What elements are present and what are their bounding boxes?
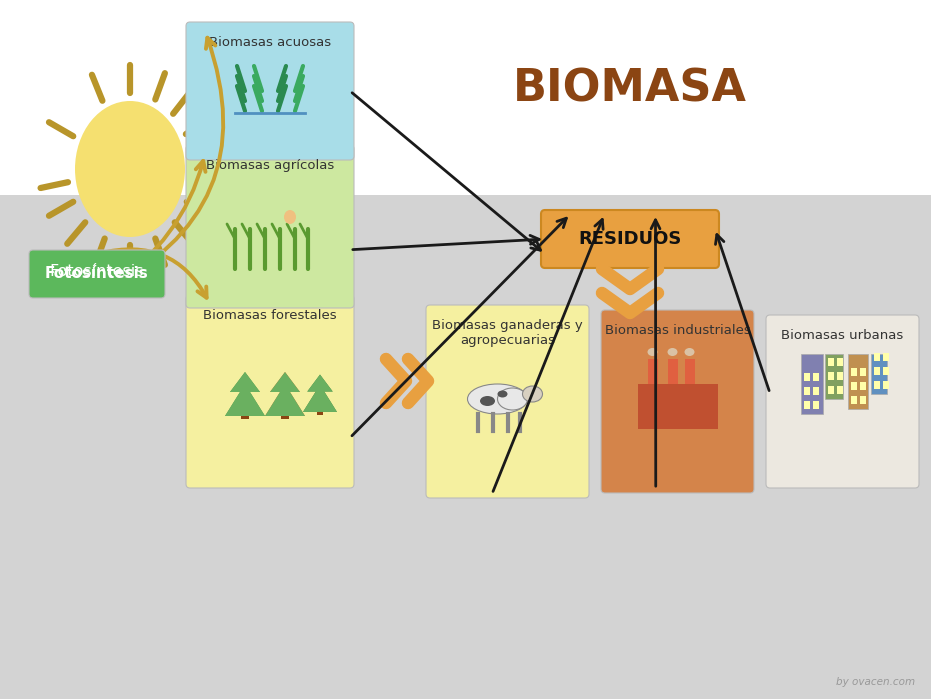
Ellipse shape (647, 348, 657, 356)
Bar (825, 354, 843, 399)
Polygon shape (230, 372, 260, 392)
Bar (873, 367, 880, 375)
Polygon shape (270, 372, 300, 392)
Ellipse shape (497, 391, 507, 398)
Bar (0, 195, 931, 699)
Bar (828, 386, 833, 394)
Bar (836, 372, 843, 380)
Polygon shape (303, 384, 337, 412)
Bar (859, 382, 866, 390)
Bar (803, 401, 809, 409)
Text: Biomasas forestales: Biomasas forestales (203, 309, 337, 322)
Text: Fotosíntesis: Fotosíntesis (49, 264, 144, 279)
FancyBboxPatch shape (541, 210, 719, 268)
Ellipse shape (480, 396, 495, 406)
Text: by ovacen.com: by ovacen.com (836, 677, 915, 687)
Polygon shape (303, 384, 337, 412)
Bar (813, 387, 818, 395)
Bar (684, 359, 695, 384)
Bar (828, 372, 833, 380)
Ellipse shape (522, 386, 543, 402)
Bar (281, 391, 289, 419)
Bar (241, 391, 249, 419)
Text: BIOMASA: BIOMASA (513, 68, 747, 110)
Text: Biomasas agrícolas: Biomasas agrícolas (206, 159, 334, 172)
Bar (870, 354, 886, 394)
Ellipse shape (497, 388, 528, 410)
FancyBboxPatch shape (601, 310, 754, 493)
Bar (668, 359, 678, 384)
Bar (883, 381, 888, 389)
Text: RESIDUOS: RESIDUOS (578, 230, 681, 248)
Ellipse shape (467, 384, 528, 414)
Bar (859, 368, 866, 376)
Bar (803, 387, 809, 395)
Text: Biomasas ganaderas y
agropecuarias: Biomasas ganaderas y agropecuarias (432, 319, 583, 347)
Polygon shape (225, 384, 265, 416)
FancyBboxPatch shape (186, 22, 354, 160)
Ellipse shape (684, 348, 695, 356)
Bar (836, 358, 843, 366)
Bar (851, 382, 857, 390)
Bar (813, 373, 818, 381)
Bar (873, 353, 880, 361)
Bar (813, 401, 818, 409)
Bar (836, 386, 843, 394)
FancyBboxPatch shape (186, 295, 354, 488)
Bar (828, 358, 833, 366)
Polygon shape (270, 372, 300, 392)
Bar (647, 359, 657, 384)
Bar (638, 384, 718, 429)
Bar (859, 396, 866, 404)
Bar (883, 367, 888, 375)
Ellipse shape (284, 210, 296, 224)
Polygon shape (225, 384, 265, 416)
Bar (317, 391, 323, 415)
Bar (873, 381, 880, 389)
Text: Biomasas urbanas: Biomasas urbanas (781, 329, 904, 342)
FancyBboxPatch shape (426, 305, 589, 498)
Bar (847, 354, 868, 409)
Ellipse shape (668, 348, 678, 356)
Polygon shape (265, 384, 305, 416)
Bar (851, 368, 857, 376)
Bar (883, 353, 888, 361)
Polygon shape (265, 384, 305, 416)
FancyBboxPatch shape (766, 315, 919, 488)
Bar (803, 373, 809, 381)
Text: Biomasas acuosas: Biomasas acuosas (209, 36, 331, 49)
Polygon shape (307, 375, 332, 391)
Bar (851, 396, 857, 404)
Text: Biomasas industriales: Biomasas industriales (604, 324, 750, 337)
FancyBboxPatch shape (186, 145, 354, 308)
FancyBboxPatch shape (29, 250, 165, 298)
Polygon shape (307, 375, 332, 391)
Polygon shape (230, 372, 260, 392)
Text: Fotosíntesis: Fotosíntesis (45, 266, 149, 282)
Bar (801, 354, 822, 414)
Ellipse shape (75, 101, 185, 237)
